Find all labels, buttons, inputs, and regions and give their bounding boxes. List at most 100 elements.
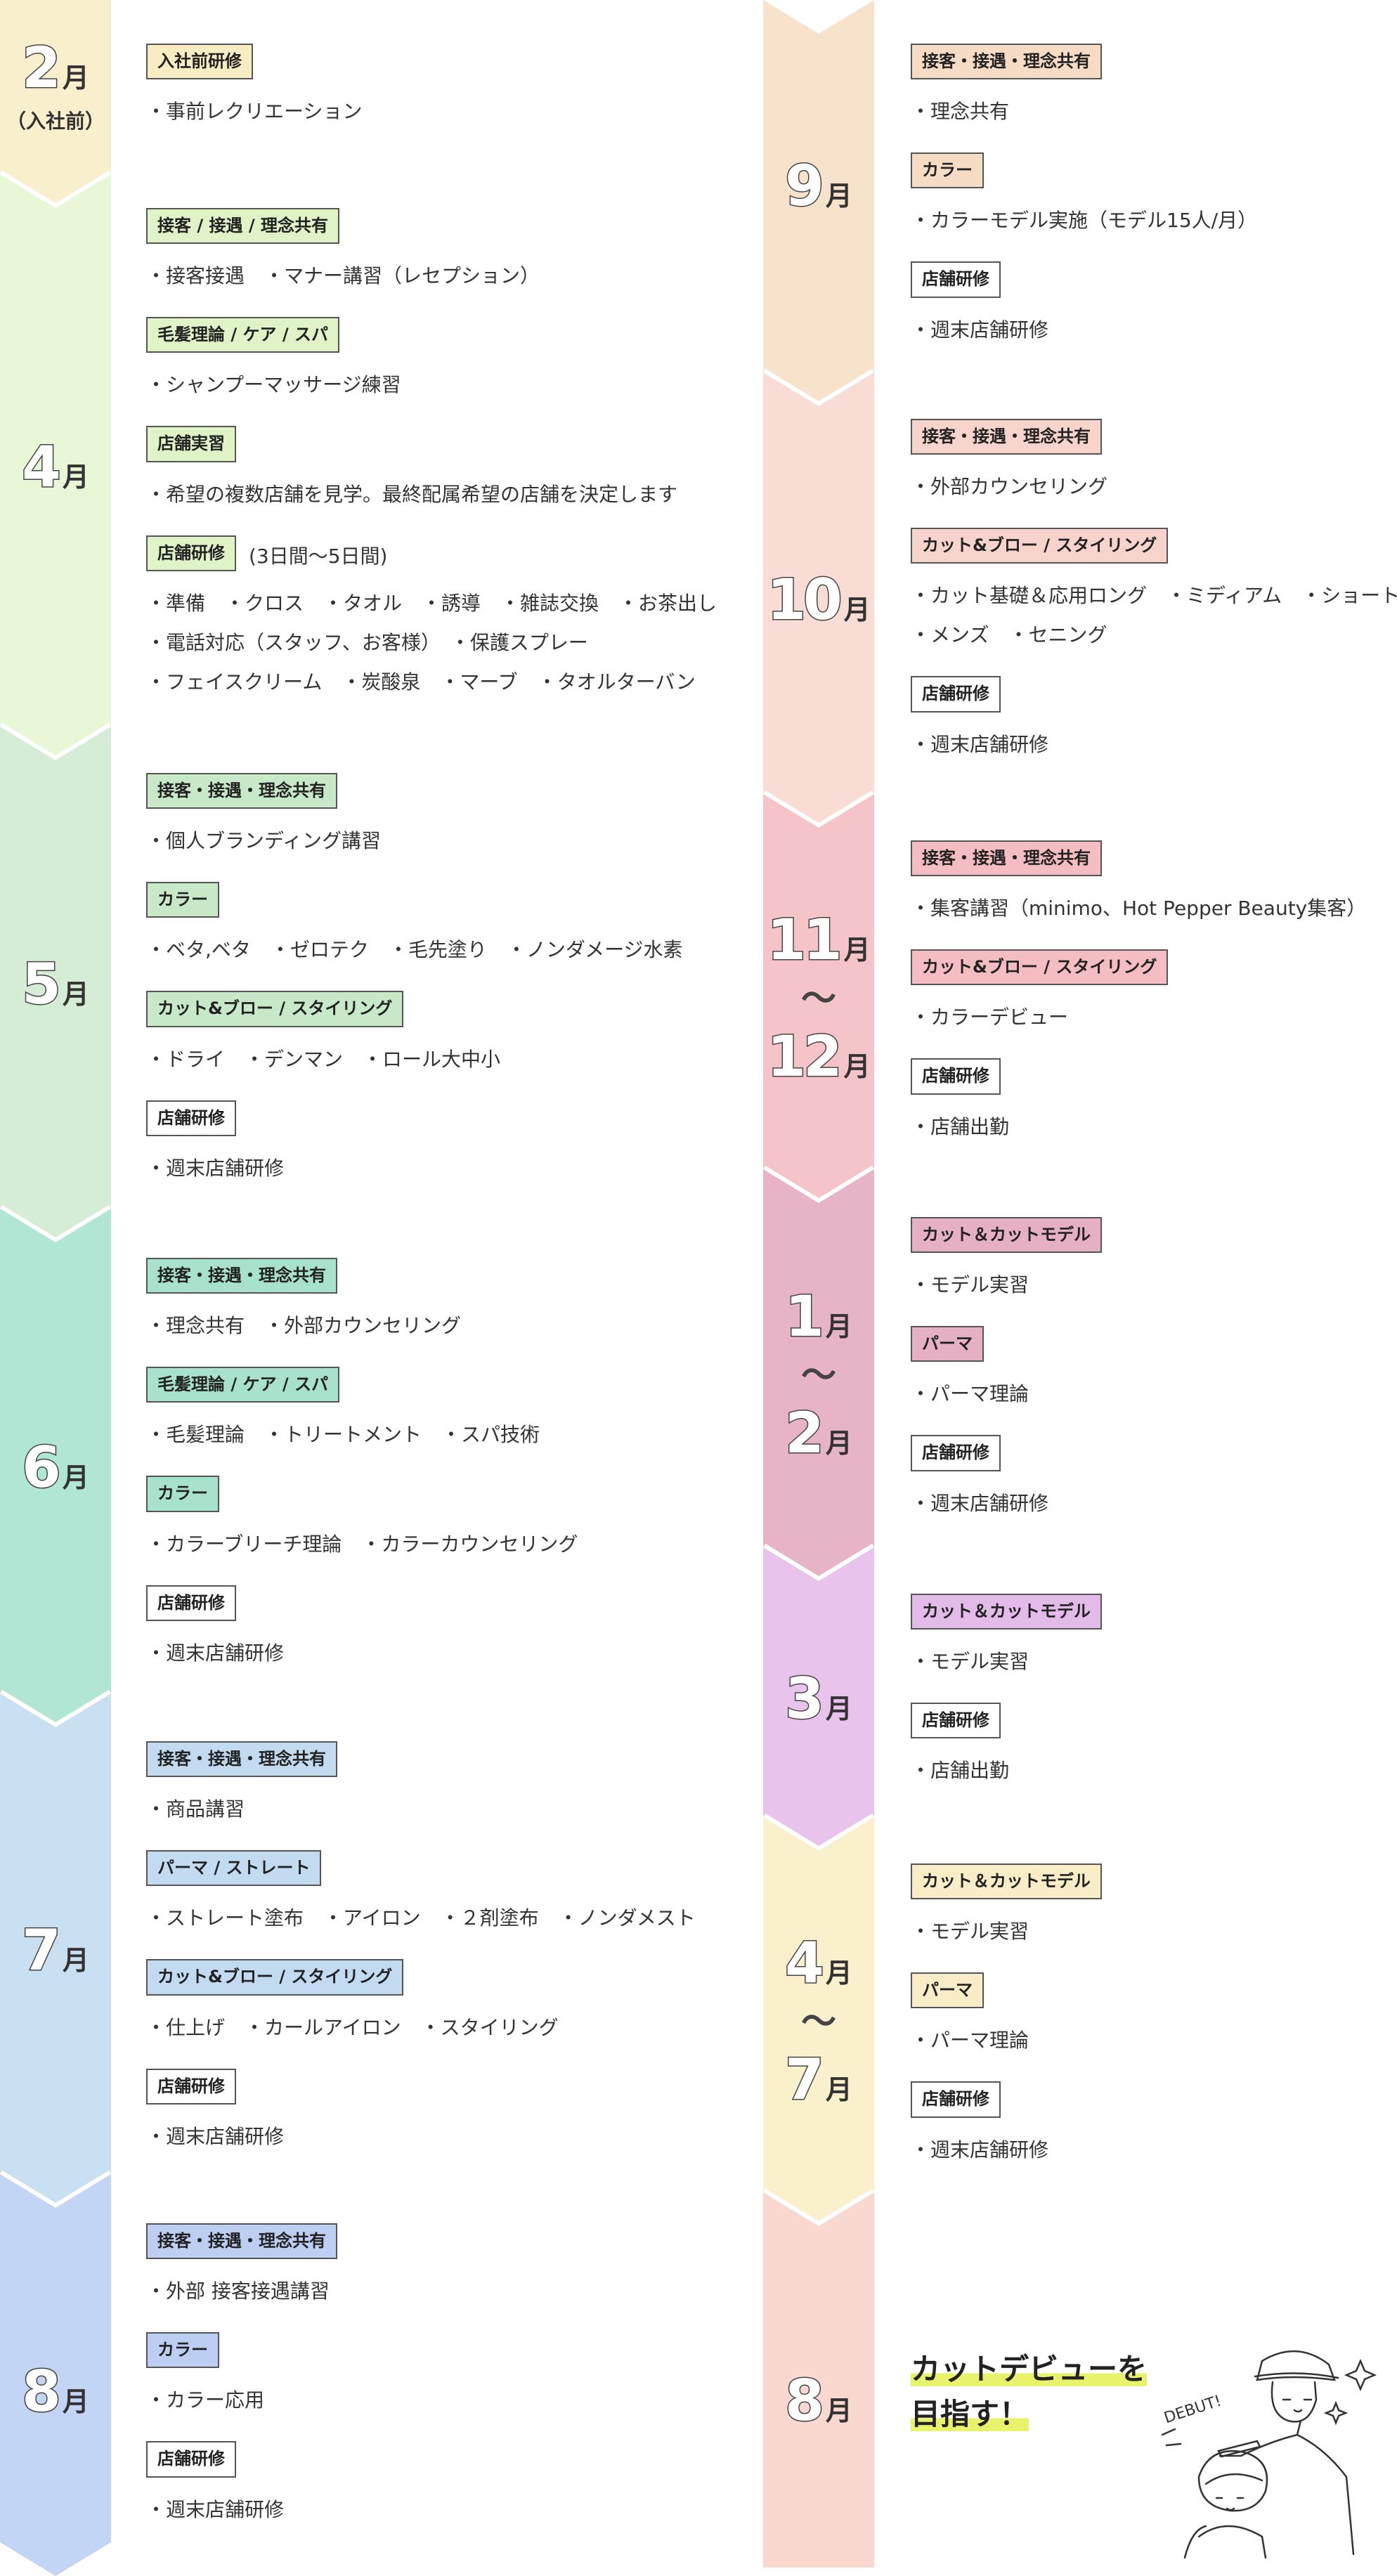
category-tag: 接客 / 接遇 / 理念共有 [146,208,339,245]
training-item: 毛髪理論 / ケア / スパ ・シャンプーマッサージ練習 [146,317,698,405]
debut-caption: DEBUT! [1162,2393,1223,2428]
training-item: 店舗研修 ・週末店舗研修 [911,261,1397,349]
category-tag: 接客・接遇・理念共有 [146,1258,337,1294]
category-tag: 店舗研修 [146,2068,236,2105]
training-detail: ・外部 接客接遇講習 [146,2279,330,2303]
month-band [763,0,874,406]
training-item: 店舗研修 ・店舗出勤 [911,1703,1397,1790]
month-content: カット＆カットモデル ・モデル実習 店舗研修 ・店舗出勤 [911,1594,1397,1811]
month-unit: 月 [62,979,89,1010]
month-number: 8 [784,2368,826,2433]
goal-text: 目指す！ [911,2397,1029,2431]
category-tag: 入社前研修 [146,44,253,80]
month-number: 7 [784,2047,826,2112]
month-unit: 月 [825,1958,852,1989]
goal-text: カットデビューを [911,2352,1148,2386]
month-number: 6 [21,1435,63,1500]
category-tag: 接客・接遇・理念共有 [146,1741,337,1778]
category-tag: 接客・接遇・理念共有 [911,419,1102,455]
training-item: カラー ・カラーモデル実施（モデル15人/月） [911,152,1397,240]
training-detail: ・理念共有 [911,100,1010,124]
category-tag: カット&ブロー / スタイリング [146,991,404,1027]
training-item: 接客・接遇・理念共有 ・個人ブランディング講習 [146,773,698,861]
training-detail: ・カラーモデル実施（モデル15人/月） [911,209,1258,233]
category-tag: 店舗研修 [911,1435,1001,1471]
month-number: 10 [766,567,843,632]
category-tag: パーマ / ストレート [146,1850,322,1887]
training-detail: ・週末店舗研修 [911,1491,1049,1515]
training-item: カラー ・カラーブリーチ理論 ・カラーカウンセリング [146,1476,698,1563]
training-item: 店舗実習 ・希望の複数店舗を見学。最終配属希望の店舗を決定します [146,426,698,514]
category-tag: カラー [146,882,219,918]
category-tag: 店舗研修 [146,1100,236,1136]
month-number: 12 [766,1024,843,1089]
training-detail: ・週末店舗研修 [911,2138,1049,2161]
training-item: カット&ブロー / スタイリング ・カット基礎＆応用ロング ・ミディアム ・ショー… [911,528,1397,655]
training-detail: ・週末店舗研修 [146,2497,285,2521]
month-content: 接客・接遇・理念共有 ・商品講習 パーマ / ストレート ・ストレート塗布 ・アイロン… [146,1741,698,2178]
training-detail: ・準備 ・クロス ・タオル ・誘導 ・雑誌交換 ・お茶出し [146,591,717,615]
training-item: カラー ・ベタ,ベタ ・ゼロテク ・毛先塗り ・ノンダメージ水素 [146,882,698,970]
month-content: 接客 / 接遇 / 理念共有 ・接客接遇 ・マナー講習（レセプション） 毛髪理論 /… [146,208,717,723]
training-item: カラー ・カラー応用 [146,2332,698,2420]
training-item: カット&ブロー / スタイリング ・カラーデビュー [911,949,1397,1037]
category-tag: カット&ブロー / スタイリング [911,528,1169,564]
training-item: 接客・接遇・理念共有 ・理念共有 ・外部カウンセリング [146,1258,698,1346]
training-detail: ・カラー応用 [146,2388,265,2412]
month-unit: 月 [62,1945,89,1976]
category-tag: パーマ [911,1972,984,2009]
month-unit: 月 [62,2386,89,2417]
category-tag: 店舗研修 [911,676,1001,713]
training-item: パーマ ・パーマ理論 [911,1326,1397,1414]
left-timeline-bands [0,0,111,2576]
month-label: 1 月～ 2 月 [763,1203,874,1547]
range-tilde: ～ [801,1355,836,1396]
training-detail: ・ストレート塗布 ・アイロン ・２剤塗布 ・ノンダメスト [146,1906,696,1930]
category-tag: パーマ [911,1326,984,1362]
training-detail: ・週末店舗研修 [146,1641,285,1665]
training-item: 接客 / 接遇 / 理念共有 ・接客接遇 ・マナー講習（レセプション） [146,208,698,296]
month-number: 3 [784,1666,826,1731]
training-item: パーマ / ストレート・ストレート塗布 ・アイロン ・２剤塗布 ・ノンダメスト [146,1850,698,1938]
month-label: 2 月 （入社前） [0,0,111,174]
training-item: カット＆カットモデル ・モデル実習 [911,1217,1397,1305]
category-tag: 毛髪理論 / ケア / スパ [146,1367,339,1403]
month-band [763,372,874,828]
month-band [763,1547,874,1851]
category-tag: 店舗研修 [911,261,1001,298]
duration-note: (3日間〜5日間) [249,545,388,568]
category-tag: 店舗研修 [146,2441,236,2478]
month-band [0,174,111,760]
month-number: 2 [784,1400,826,1466]
training-item: パーマ ・パーマ理論 [911,1972,1397,2060]
month-unit: 月 [825,1693,852,1724]
training-item: 店舗研修 (3日間〜5日間) ・準備 ・クロス ・タオル ・誘導 ・雑誌交換 ・お茶… [146,535,717,702]
month-number: 7 [21,1918,63,1983]
month-unit: 月 [62,1462,89,1493]
month-unit: 月 [843,935,871,965]
month-unit: 月 [825,2395,852,2426]
training-item: 入社前研修 ・事前レクリエーション [146,44,698,131]
category-tag: 店舗研修 [911,2081,1001,2118]
training-detail: ・毛髪理論 ・トリートメント ・スパ技術 [146,1423,540,1447]
training-item: 毛髪理論 / ケア / スパ・毛髪理論 ・トリートメント ・スパ技術 [146,1367,698,1455]
training-detail: ・店舗出勤 [911,1114,1010,1138]
month-label: 10 月 [763,406,874,794]
right-timeline: 9 月接客・接遇・理念共有 ・理念共有 カラー ・カラーモデル実施（モデル15人/月）店… [763,0,1397,2576]
training-item: 店舗研修 ・店舗出勤 [911,1058,1397,1146]
training-item: 店舗研修・週末店舗研修 [146,2441,698,2529]
category-tag: 店舗実習 [146,426,236,462]
training-detail: ・仕上げ ・カールアイロン ・スタイリング [146,2015,559,2039]
category-tag: カット&ブロー / スタイリング [146,1959,404,1996]
month-content: 接客・接遇・理念共有 ・個人ブランディング講習 カラー ・ベタ,ベタ ・ゼロテク ・毛… [146,773,698,1209]
month-band [763,1817,874,2226]
training-detail: ・電話対応（スタッフ、お客様） ・保護スプレー [146,630,588,654]
training-detail: ・シャンプーマッサージ練習 [146,373,401,397]
month-number: 8 [21,2359,63,2424]
category-tag: カラー [146,2332,219,2369]
training-detail: ・フェイスクリーム ・炭酸泉 ・マーブ ・タオルターバン [146,670,696,694]
stylist-illustration: DEBUT! [1157,2333,1389,2568]
training-detail: ・外部カウンセリング [911,475,1108,499]
